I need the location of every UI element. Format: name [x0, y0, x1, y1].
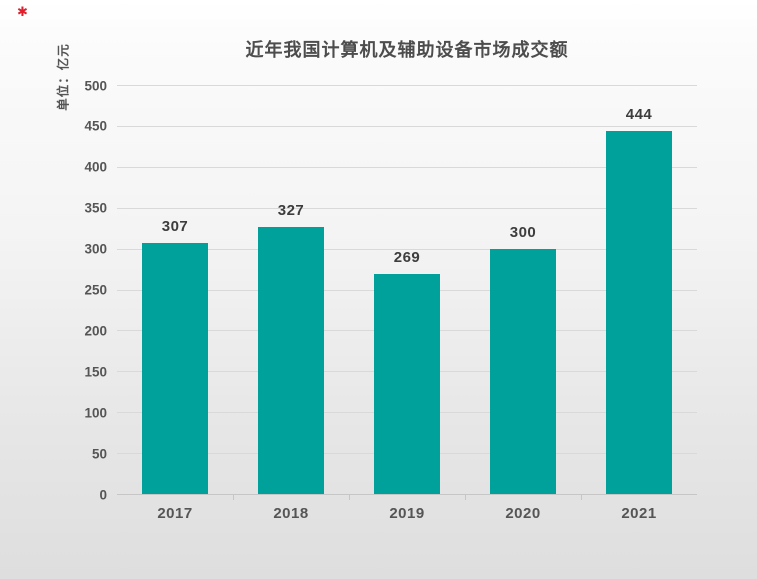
y-tick-label: 0 — [99, 487, 107, 502]
gridline — [117, 248, 697, 250]
bar-value-label: 444 — [625, 105, 653, 123]
bar-value-label: 269 — [393, 248, 421, 266]
gridline — [117, 125, 697, 127]
bar — [606, 130, 672, 494]
chart-title: 近年我国计算机及辅助设备市场成交额 — [245, 40, 569, 60]
x-axis-tick — [349, 494, 350, 500]
y-tick-label: 500 — [84, 78, 107, 93]
y-tick-label: 450 — [84, 118, 107, 134]
y-tick-label: 250 — [84, 282, 107, 298]
bar-value-label: 307 — [161, 217, 189, 235]
y-tick-label: 50 — [91, 446, 107, 462]
bar — [142, 242, 208, 494]
gridline — [117, 207, 697, 209]
x-tick-label: 2018 — [273, 505, 309, 522]
x-tick-label: 2020 — [505, 505, 541, 522]
bar — [490, 248, 556, 494]
x-axis-tick — [233, 494, 234, 500]
bar-value-label: 300 — [509, 223, 537, 241]
gridline — [117, 166, 697, 168]
y-tick-label: 350 — [84, 200, 107, 216]
y-tick-label: 400 — [84, 159, 107, 175]
x-axis-tick — [581, 494, 582, 500]
y-tick-label: 300 — [84, 241, 107, 257]
y-tick-label: 150 — [84, 364, 107, 380]
bar-value-label: 327 — [277, 201, 305, 219]
x-tick-label: 2021 — [621, 505, 657, 522]
bar — [374, 273, 440, 494]
gridline — [117, 85, 697, 86]
y-tick-label: 200 — [84, 323, 107, 339]
y-tick-label: 100 — [84, 405, 107, 421]
bar — [258, 226, 324, 494]
x-tick-label: 2017 — [157, 505, 193, 522]
x-axis-tick — [465, 494, 466, 500]
x-axis-line — [117, 494, 697, 495]
x-tick-label: 2019 — [389, 505, 425, 522]
red-asterisk-mark: ✱ — [17, 4, 28, 19]
